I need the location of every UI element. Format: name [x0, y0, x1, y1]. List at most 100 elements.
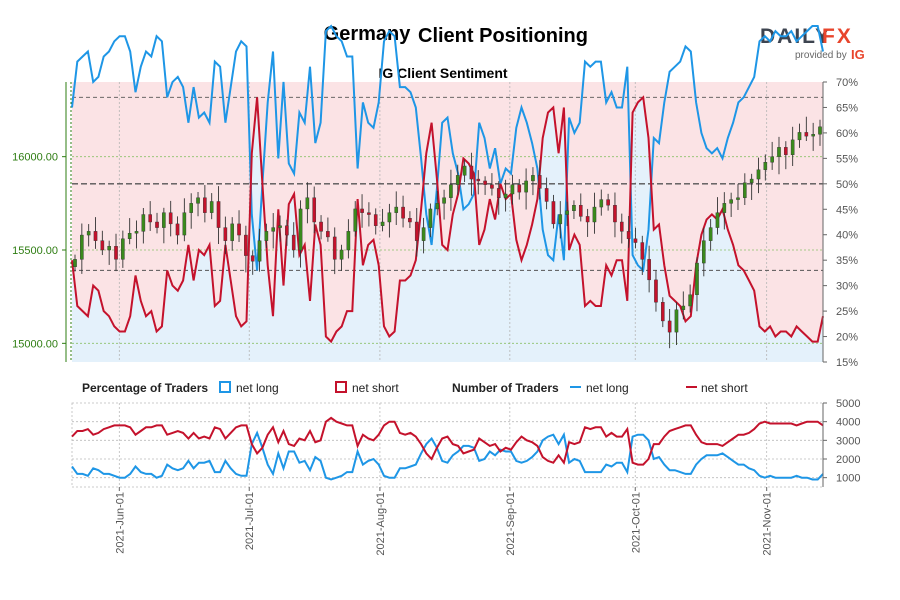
- candle-body: [729, 199, 733, 204]
- candle-body: [674, 309, 679, 333]
- pct-long-line: [71, 24, 824, 273]
- candle-body: [394, 206, 399, 213]
- candle-body: [230, 223, 235, 241]
- candle-body: [428, 208, 433, 228]
- right-tick-label: 60%: [836, 128, 858, 140]
- candle-body: [613, 204, 617, 223]
- candle-body: [688, 294, 692, 307]
- candle-body: [483, 180, 487, 185]
- candle-body: [312, 197, 317, 223]
- num-short-line: [71, 416, 824, 466]
- candle-body: [736, 197, 740, 200]
- right-tick-label: 25%: [836, 306, 858, 318]
- left-tick-label: 15000.00: [12, 338, 58, 350]
- right-tick-label: 50%: [836, 179, 858, 191]
- date-tick-label: 2021-Aug-01: [375, 492, 387, 556]
- candle-body: [80, 234, 84, 260]
- candle-body: [264, 231, 269, 241]
- date-tick-label: 2021-Sep-01: [505, 492, 517, 556]
- candle-body: [305, 197, 310, 210]
- candle-body: [660, 302, 665, 322]
- candle-body: [162, 212, 166, 228]
- right-tick-label: 30%: [836, 281, 858, 293]
- logo-brand-fx: FX: [822, 25, 853, 48]
- bottom-tick-label: 4000: [836, 417, 860, 429]
- candle-body: [168, 212, 173, 225]
- candle-body: [278, 225, 282, 228]
- candle-body: [585, 216, 590, 223]
- candle-body: [749, 178, 754, 183]
- candle-body: [86, 231, 91, 236]
- right-tick-label: 70%: [836, 77, 858, 89]
- bottom-panel-series: [71, 416, 824, 481]
- candle-body: [462, 165, 467, 176]
- candle-body: [640, 242, 645, 260]
- candle-body: [360, 208, 364, 213]
- candle-body: [537, 175, 542, 189]
- candle-body: [298, 208, 303, 251]
- candle-body: [339, 249, 344, 260]
- candle-body: [647, 259, 651, 281]
- candle-body: [408, 218, 412, 223]
- legend-num-long: net long: [586, 381, 629, 395]
- bottom-tick-label: 3000: [836, 435, 860, 447]
- right-tick-label: 45%: [836, 204, 858, 216]
- candle-body: [695, 262, 699, 296]
- candle-body: [599, 199, 604, 208]
- candle-body: [291, 234, 296, 251]
- logo-ig: IG: [851, 47, 865, 62]
- candle-body: [148, 214, 152, 223]
- candle-body: [531, 175, 535, 182]
- num-long-line: [71, 430, 824, 481]
- left-tick-label: 16000.00: [12, 152, 58, 164]
- candle-body: [496, 188, 501, 198]
- right-tick-label: 15%: [836, 357, 858, 369]
- candle-body: [578, 204, 583, 217]
- candle-body: [770, 156, 774, 163]
- legend-pct-long-swatch: [219, 381, 231, 393]
- right-tick-label: 20%: [836, 332, 858, 344]
- candle-body: [708, 227, 713, 241]
- candle-body: [332, 236, 337, 260]
- candle-body: [114, 246, 118, 260]
- candle-body: [476, 178, 481, 182]
- candle-body: [763, 162, 768, 170]
- main-panel-series: [71, 24, 824, 344]
- candle-body: [189, 203, 193, 213]
- bottom-tick-label: 5000: [836, 398, 860, 410]
- right-tick-label: 35%: [836, 255, 858, 267]
- candle-body: [346, 231, 351, 251]
- candle-body: [626, 231, 631, 239]
- legend-pct-title: Percentage of Traders: [82, 381, 208, 395]
- main-panel-candles: [73, 116, 822, 349]
- candle-body: [818, 126, 822, 135]
- candle-body: [237, 223, 241, 236]
- date-tick-label: 2021-Jun-01: [114, 492, 126, 554]
- candle-body: [121, 238, 125, 260]
- title-left: Germany: [324, 23, 412, 45]
- candle-body: [134, 231, 139, 234]
- candle-body: [216, 201, 221, 228]
- candle-body: [326, 231, 330, 238]
- logo-provided-by: provided by: [795, 50, 847, 61]
- candle-body: [421, 227, 426, 241]
- candle-body: [285, 225, 289, 236]
- candle-body: [510, 184, 515, 195]
- candle-body: [73, 259, 77, 268]
- candle-body: [107, 246, 111, 251]
- candle-body: [702, 240, 706, 264]
- candle-body: [257, 240, 262, 262]
- candle-body: [196, 197, 200, 204]
- bottom-tick-label: 2000: [836, 454, 860, 466]
- candle-body: [209, 201, 214, 213]
- candle-body: [811, 134, 815, 137]
- candle-body: [784, 147, 788, 155]
- candle-body: [681, 305, 686, 310]
- bottom-panel-axes: 1000 2000 3000 4000 5000: [822, 398, 860, 487]
- legend-pct-long: net long: [236, 381, 279, 395]
- candle-body: [667, 320, 672, 333]
- date-tick-label: 2021-Nov-01: [762, 492, 774, 556]
- candle-body: [401, 206, 405, 219]
- candle-body: [141, 214, 146, 232]
- candle-body: [619, 221, 624, 232]
